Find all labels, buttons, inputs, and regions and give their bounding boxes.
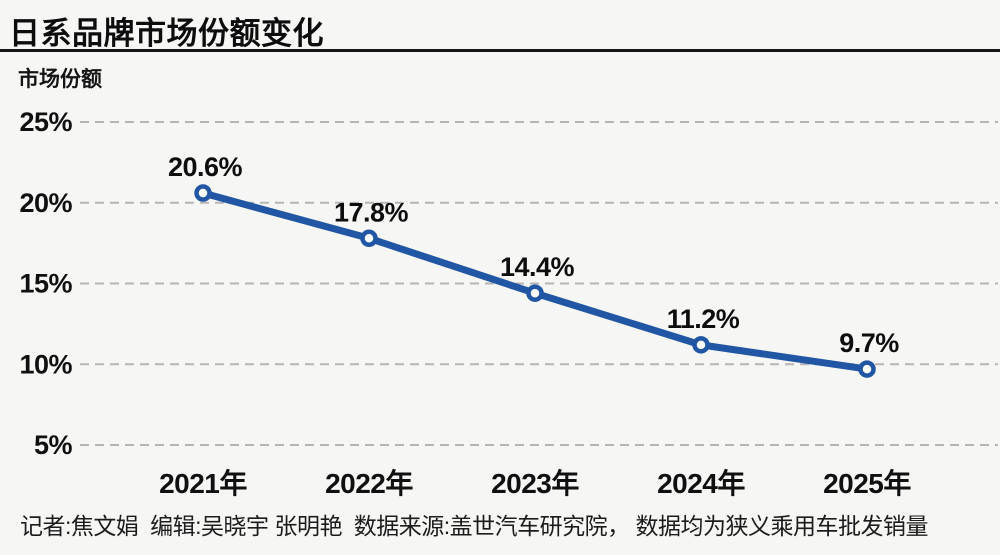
x-tick-label: 2025年 (823, 467, 911, 499)
x-tick-label: 2024年 (657, 467, 745, 499)
y-tick-label: 20% (19, 188, 72, 218)
data-point-label: 14.4% (500, 252, 575, 282)
x-tick-label: 2023年 (491, 467, 579, 499)
credits-footer: 记者:焦文娟 编辑:吴晓宇 张明艳 数据来源:盖世汽车研究院， 数据均为狭义乘用… (20, 513, 929, 539)
y-tick-label: 25% (19, 107, 72, 137)
y-tick-label: 5% (34, 430, 73, 460)
data-point-label: 9.7% (839, 328, 899, 358)
y-tick-label: 10% (19, 349, 72, 379)
data-point-marker (858, 360, 876, 378)
data-point-marker (360, 229, 378, 248)
y-axis-title: 市场份额 (18, 68, 102, 91)
page-title: 日系品牌市场份额变化 (9, 16, 324, 51)
x-tick-label: 2022年 (325, 467, 413, 499)
data-point-label: 20.6% (168, 152, 243, 182)
data-point-marker (692, 336, 710, 354)
x-tick-label: 2021年 (159, 467, 247, 499)
data-point-marker (526, 284, 544, 302)
data-point-marker (194, 184, 212, 202)
data-point-label: 17.8% (334, 197, 409, 227)
header: 日系品牌市场份额变化 (0, 0, 1000, 52)
data-point-label: 11.2% (667, 304, 740, 334)
y-tick-label: 15% (19, 269, 72, 299)
